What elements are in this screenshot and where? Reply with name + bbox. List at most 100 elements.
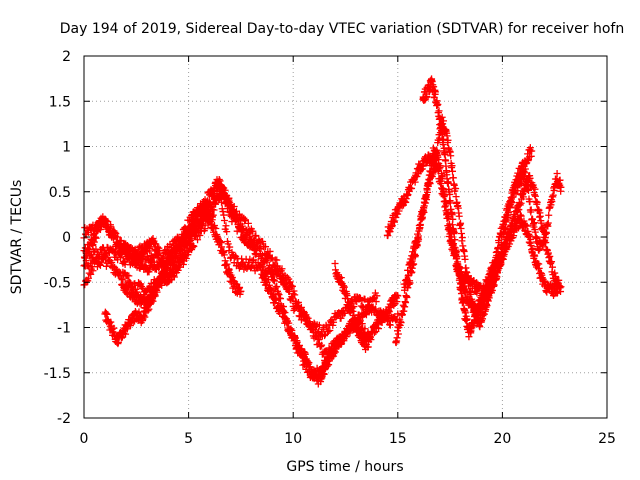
data-point — [331, 259, 339, 267]
data-point — [403, 276, 411, 284]
data-point — [464, 272, 472, 280]
data-point — [127, 244, 135, 252]
data-point — [540, 228, 548, 236]
data-point — [337, 274, 345, 282]
data-point — [173, 266, 181, 274]
data-point — [273, 282, 281, 290]
data-point — [465, 278, 473, 286]
data-point — [103, 310, 111, 318]
data-point — [449, 215, 457, 223]
data-point — [465, 333, 473, 341]
data-point — [212, 225, 220, 233]
data-point — [452, 193, 460, 201]
data-point — [457, 279, 465, 287]
data-point — [340, 283, 348, 291]
data-point — [318, 341, 326, 349]
data-point — [502, 225, 510, 233]
data-point — [394, 210, 402, 218]
data-point — [290, 287, 298, 295]
x-tick-label: 5 — [184, 431, 193, 447]
data-point — [321, 332, 329, 340]
y-tick-label: -2 — [57, 411, 71, 427]
data-point — [557, 283, 565, 291]
data-point — [311, 329, 319, 337]
data-point — [327, 317, 335, 325]
data-point — [490, 273, 498, 281]
data-point — [220, 251, 228, 259]
data-point — [506, 203, 514, 211]
data-point — [461, 255, 469, 263]
data-point — [522, 221, 530, 229]
data-point — [502, 218, 510, 226]
data-point — [473, 311, 481, 319]
data-point — [286, 278, 294, 286]
data-point — [211, 190, 219, 198]
data-point — [441, 191, 449, 199]
data-point — [438, 124, 446, 132]
series-track-7 — [331, 259, 402, 354]
data-point — [526, 198, 534, 206]
data-point — [228, 273, 236, 281]
data-point — [107, 223, 115, 231]
data-point — [141, 313, 149, 321]
x-tick-label: 15 — [389, 431, 407, 447]
data-point — [302, 311, 310, 319]
data-point — [181, 250, 189, 258]
data-point — [337, 314, 345, 322]
data-point — [325, 361, 333, 369]
data-point — [234, 215, 242, 223]
data-point — [317, 375, 325, 383]
data-point — [348, 304, 356, 312]
data-point — [469, 299, 477, 307]
data-point — [512, 184, 520, 192]
data-point — [545, 211, 553, 219]
data-point — [378, 318, 386, 326]
data-point — [539, 227, 547, 235]
data-point — [239, 225, 247, 233]
series-track-6 — [258, 266, 373, 388]
data-point — [456, 272, 464, 280]
data-point — [239, 227, 247, 235]
data-point — [206, 201, 214, 209]
x-tick-label: 25 — [598, 431, 616, 447]
data-point — [446, 220, 454, 228]
x-axis-label: GPS time / hours — [286, 459, 403, 475]
data-point — [477, 302, 485, 310]
data-point — [331, 348, 339, 356]
data-point — [386, 321, 394, 329]
data-point — [509, 222, 517, 230]
series-track-10 — [400, 113, 565, 331]
data-point — [523, 185, 531, 193]
data-point — [273, 256, 281, 264]
data-point — [408, 257, 416, 265]
data-point — [443, 132, 451, 140]
data-point — [344, 295, 352, 303]
data-point — [208, 216, 216, 224]
data-point — [531, 228, 539, 236]
data-point — [433, 148, 441, 156]
data-point — [136, 281, 144, 289]
data-point — [114, 338, 122, 346]
data-point — [499, 241, 507, 249]
data-point — [526, 174, 534, 182]
data-point — [143, 264, 151, 272]
data-point — [444, 179, 452, 187]
data-point — [409, 253, 417, 261]
data-point — [237, 287, 245, 295]
data-point — [146, 244, 154, 252]
data-point — [452, 185, 460, 193]
data-point — [394, 330, 402, 338]
data-point — [446, 199, 454, 207]
data-point — [324, 327, 332, 335]
data-point — [361, 325, 369, 333]
data-point — [118, 250, 126, 258]
data-point — [403, 293, 411, 301]
data-point — [461, 309, 469, 317]
x-tick-label: 10 — [284, 431, 302, 447]
data-point — [513, 178, 521, 186]
data-point — [261, 275, 269, 283]
y-tick-label: -1.5 — [44, 366, 71, 382]
data-point — [138, 258, 146, 266]
data-point — [416, 221, 424, 229]
